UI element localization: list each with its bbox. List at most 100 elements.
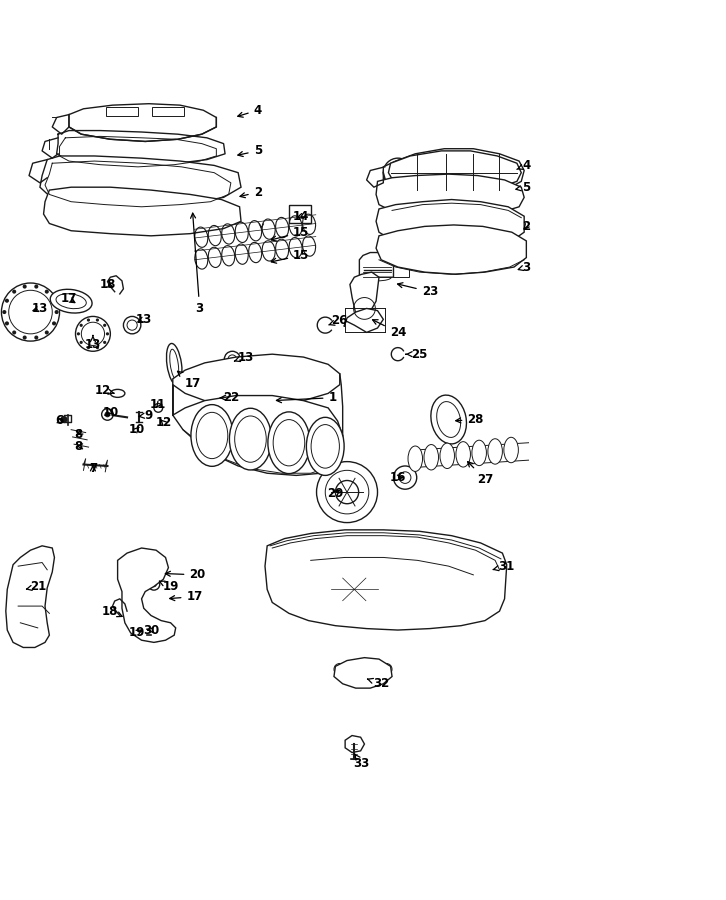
Ellipse shape — [191, 405, 233, 466]
Text: 6: 6 — [55, 415, 64, 428]
Circle shape — [60, 416, 68, 423]
Text: 13: 13 — [32, 302, 48, 315]
Ellipse shape — [472, 440, 486, 465]
Circle shape — [12, 290, 16, 293]
Text: 3: 3 — [190, 213, 204, 315]
Ellipse shape — [50, 289, 92, 313]
Polygon shape — [44, 187, 241, 236]
Text: 18: 18 — [99, 278, 115, 291]
Polygon shape — [376, 174, 524, 218]
Circle shape — [393, 466, 417, 490]
Ellipse shape — [110, 390, 125, 398]
Circle shape — [103, 324, 106, 327]
Ellipse shape — [306, 418, 344, 475]
Text: 32: 32 — [367, 678, 389, 690]
Ellipse shape — [229, 409, 272, 470]
Circle shape — [317, 462, 378, 523]
Circle shape — [151, 581, 157, 587]
Ellipse shape — [504, 437, 518, 463]
Text: 7: 7 — [89, 462, 97, 474]
Polygon shape — [173, 384, 343, 475]
FancyBboxPatch shape — [221, 387, 234, 403]
Text: 1: 1 — [277, 392, 337, 404]
Text: 20: 20 — [166, 569, 205, 581]
Text: 29: 29 — [327, 487, 343, 500]
Text: 8: 8 — [74, 428, 83, 440]
Polygon shape — [173, 355, 340, 405]
Circle shape — [52, 321, 56, 326]
FancyBboxPatch shape — [289, 205, 311, 223]
Polygon shape — [383, 148, 524, 197]
Ellipse shape — [440, 443, 454, 469]
Circle shape — [106, 332, 109, 336]
Text: 8: 8 — [74, 440, 83, 453]
Text: 18: 18 — [102, 605, 122, 617]
Text: 19: 19 — [159, 580, 179, 593]
Text: 17: 17 — [177, 372, 200, 390]
Circle shape — [23, 284, 27, 289]
Circle shape — [12, 330, 16, 335]
Text: 12: 12 — [155, 416, 171, 429]
Polygon shape — [344, 309, 383, 332]
Text: 17: 17 — [170, 590, 203, 603]
Text: 14: 14 — [293, 210, 309, 222]
Text: 33: 33 — [354, 754, 370, 770]
Polygon shape — [350, 272, 379, 318]
Text: 9: 9 — [139, 409, 153, 422]
Circle shape — [96, 346, 99, 349]
Polygon shape — [118, 548, 176, 643]
Polygon shape — [69, 104, 216, 141]
Text: 4: 4 — [517, 159, 531, 172]
Ellipse shape — [431, 395, 467, 444]
Circle shape — [45, 290, 49, 293]
Polygon shape — [40, 156, 241, 207]
Text: 23: 23 — [398, 283, 438, 298]
Polygon shape — [388, 151, 521, 193]
Circle shape — [23, 336, 27, 339]
Text: 31: 31 — [493, 560, 515, 572]
Circle shape — [34, 284, 38, 289]
Circle shape — [2, 310, 7, 314]
Polygon shape — [345, 735, 364, 752]
Text: 17: 17 — [61, 292, 77, 305]
Text: 24: 24 — [372, 320, 406, 339]
Ellipse shape — [408, 446, 423, 472]
Polygon shape — [152, 107, 184, 116]
Circle shape — [54, 310, 59, 314]
Ellipse shape — [206, 388, 227, 396]
Text: 11: 11 — [150, 399, 166, 411]
Text: 4: 4 — [238, 104, 262, 117]
Circle shape — [52, 299, 56, 302]
Circle shape — [335, 481, 359, 504]
Circle shape — [87, 346, 90, 349]
Text: 27: 27 — [468, 462, 493, 485]
Circle shape — [77, 332, 80, 336]
Text: 19: 19 — [129, 626, 144, 640]
Text: 15: 15 — [272, 249, 309, 263]
Polygon shape — [106, 107, 138, 116]
Text: 15: 15 — [272, 226, 309, 241]
Text: 22: 22 — [220, 392, 239, 404]
Circle shape — [383, 158, 412, 187]
Ellipse shape — [456, 442, 470, 467]
Ellipse shape — [206, 397, 227, 406]
Text: 21: 21 — [26, 580, 46, 593]
Circle shape — [103, 341, 106, 344]
Circle shape — [105, 411, 110, 418]
Text: 28: 28 — [456, 413, 484, 426]
Polygon shape — [376, 200, 524, 248]
Circle shape — [80, 341, 83, 344]
Text: 30: 30 — [143, 624, 159, 636]
Text: 3: 3 — [518, 260, 531, 274]
Text: 13: 13 — [234, 351, 253, 364]
Ellipse shape — [166, 344, 182, 385]
Circle shape — [87, 319, 90, 321]
Text: 12: 12 — [95, 384, 114, 397]
Text: 5: 5 — [516, 181, 531, 194]
Circle shape — [96, 319, 99, 321]
Text: 25: 25 — [406, 347, 428, 361]
Text: 10: 10 — [129, 423, 144, 436]
Circle shape — [5, 321, 9, 326]
Text: 13: 13 — [136, 313, 152, 326]
Circle shape — [45, 330, 49, 335]
